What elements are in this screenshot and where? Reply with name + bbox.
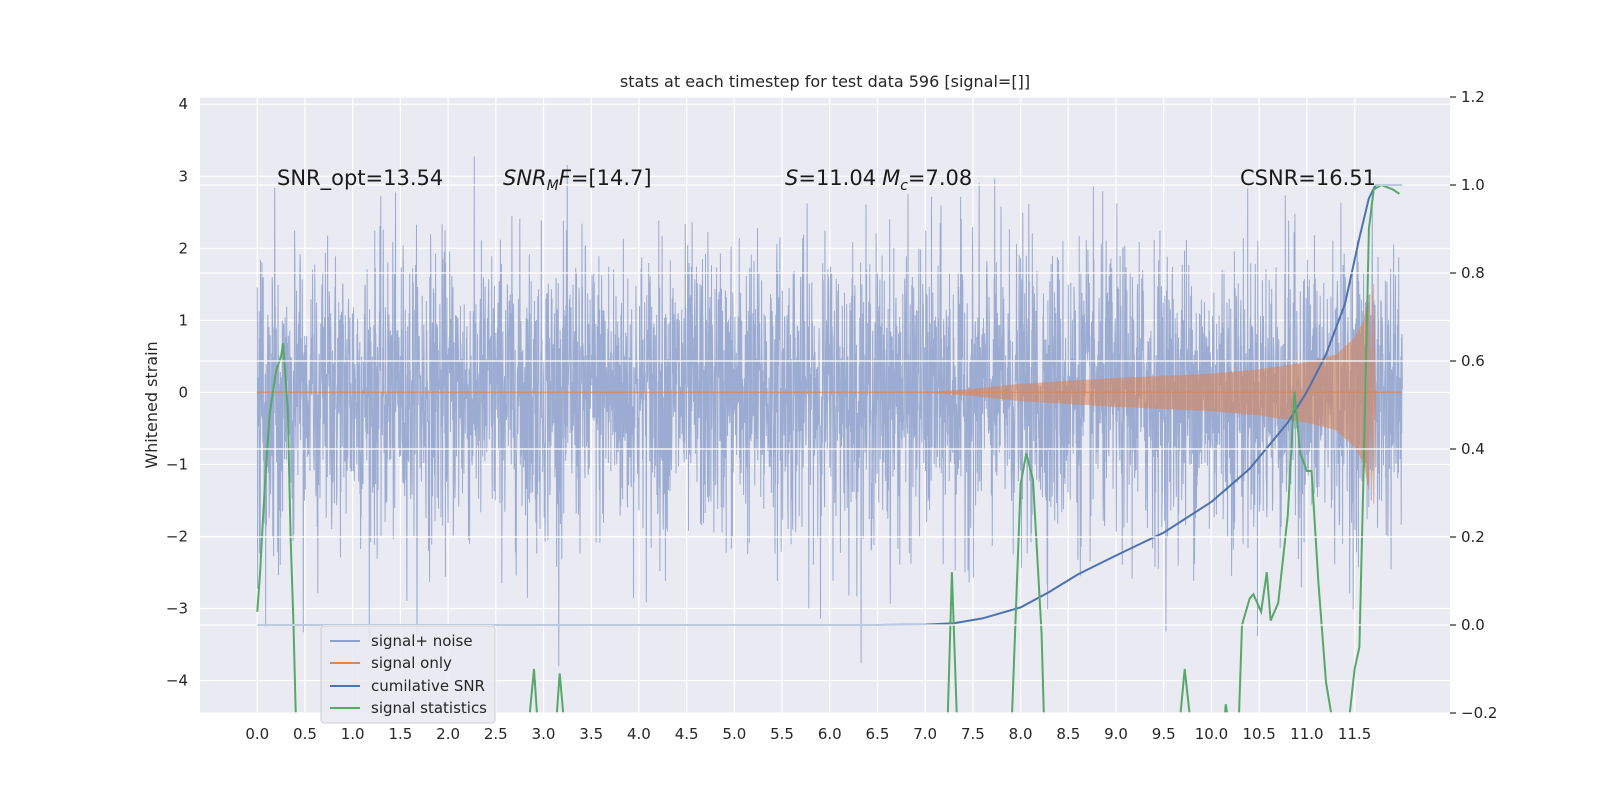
y2-tick-label: 0.8 bbox=[1461, 264, 1485, 282]
x-tick-label: 11.0 bbox=[1290, 725, 1323, 743]
x-tick-label: 2.5 bbox=[484, 725, 508, 743]
y2-tick-label: 0.6 bbox=[1461, 352, 1485, 370]
x-tick-label: 10.0 bbox=[1195, 725, 1228, 743]
annotation-snr-opt: SNR_opt=13.54 bbox=[277, 166, 443, 191]
annotation-snr-mf-italic: SNR bbox=[503, 166, 547, 190]
x-tick-label: 3.0 bbox=[532, 725, 556, 743]
series-signal-statistics-line bbox=[256, 183, 1400, 713]
legend-label-signal-statistics: signal statistics bbox=[371, 699, 487, 717]
chart-title: stats at each timestep for test data 596… bbox=[620, 72, 1030, 91]
y-axis-ticks: −4 −3 −2 −1 0 1 2 3 4 bbox=[166, 95, 188, 689]
legend-box bbox=[320, 625, 496, 724]
y-tick-label: 1 bbox=[178, 311, 188, 329]
x-tick-label: 0.5 bbox=[293, 725, 317, 743]
x-tick-label: 8.5 bbox=[1056, 725, 1080, 743]
annotation-snr-mf-value: =[14.7] bbox=[571, 166, 652, 190]
y-tick-label: 3 bbox=[178, 167, 188, 185]
y-tick-label: −2 bbox=[166, 527, 188, 545]
y-axis-label: Whitened strain bbox=[142, 341, 161, 468]
y2-tick-label: 0.2 bbox=[1461, 528, 1485, 546]
y-tick-label: 2 bbox=[178, 239, 188, 257]
x-tick-label: 9.0 bbox=[1104, 725, 1128, 743]
y2-axis-ticks: −0.2 0.0 0.2 0.4 0.6 0.8 1.0 1.2 bbox=[1450, 88, 1497, 722]
x-tick-label: 2.0 bbox=[436, 725, 460, 743]
x-tick-label: 7.5 bbox=[961, 725, 985, 743]
annotation-snr-mf-sub: M bbox=[547, 178, 559, 194]
legend: signal+ noise signal only cumilative SNR… bbox=[320, 625, 496, 724]
x-tick-label: 4.0 bbox=[627, 725, 651, 743]
x-tick-label: 3.5 bbox=[579, 725, 603, 743]
x-tick-label: 7.0 bbox=[913, 725, 937, 743]
x-tick-label: 0.0 bbox=[245, 725, 269, 743]
legend-label-signal-noise: signal+ noise bbox=[371, 632, 473, 650]
y2-tick-label: −0.2 bbox=[1461, 704, 1497, 722]
x-tick-label: 6.5 bbox=[866, 725, 890, 743]
y-tick-label: −4 bbox=[166, 672, 188, 690]
y2-tick-label: 0.0 bbox=[1461, 616, 1485, 634]
series-cumilative-snr-line bbox=[257, 184, 1403, 626]
legend-label-cumilative-snr: cumilative SNR bbox=[371, 677, 485, 695]
annotation-mc-italic: M bbox=[882, 166, 900, 190]
annotation-s-mc: S=11.04 Mc=7.08 bbox=[785, 166, 972, 194]
x-tick-label: 9.5 bbox=[1152, 725, 1176, 743]
annotation-csnr: CSNR=16.51 bbox=[1240, 166, 1376, 190]
x-tick-label: 1.5 bbox=[388, 725, 412, 743]
x-tick-label: 5.0 bbox=[722, 725, 746, 743]
x-tick-label: 1.0 bbox=[341, 725, 365, 743]
x-tick-label: 6.0 bbox=[818, 725, 842, 743]
y-tick-label: −3 bbox=[166, 600, 188, 618]
annotation-snr-mf: SNRMF=[14.7] bbox=[503, 166, 652, 194]
y-tick-label: −1 bbox=[166, 455, 188, 473]
x-tick-label: 10.5 bbox=[1242, 725, 1275, 743]
legend-label-signal-only: signal only bbox=[371, 654, 452, 672]
y2-tick-label: 1.0 bbox=[1461, 176, 1485, 194]
annotation-s-value: =11.04 bbox=[798, 166, 876, 190]
y2-tick-label: 0.4 bbox=[1461, 440, 1485, 458]
x-axis-ticks: 0.0 0.5 1.0 1.5 2.0 2.5 3.0 3.5 4.0 4.5 5.0 5.5 6.0 6… bbox=[245, 725, 1371, 743]
y2-tick-label: 1.2 bbox=[1461, 88, 1485, 106]
annotation-snr-mf-italic2: F bbox=[559, 166, 572, 190]
annotation-mc-value: =7.08 bbox=[908, 166, 972, 190]
y-tick-label: 0 bbox=[178, 383, 188, 401]
x-tick-label: 4.5 bbox=[675, 725, 699, 743]
annotation-s-italic: S bbox=[785, 166, 798, 190]
y-tick-label: 4 bbox=[178, 95, 188, 113]
annotation-mc-sub: c bbox=[900, 178, 908, 194]
x-tick-label: 11.5 bbox=[1338, 725, 1371, 743]
x-tick-label: 5.5 bbox=[770, 725, 794, 743]
x-tick-label: 8.0 bbox=[1009, 725, 1033, 743]
